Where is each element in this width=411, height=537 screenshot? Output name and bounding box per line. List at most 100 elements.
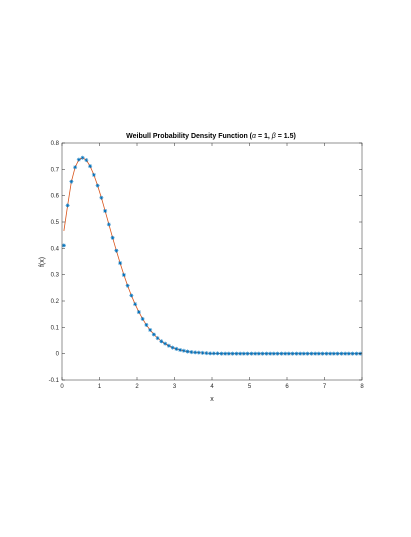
- x-tick-label: 7: [323, 384, 327, 390]
- data-point-marker: [324, 351, 329, 356]
- data-point-marker: [313, 351, 318, 356]
- data-point-marker: [61, 243, 66, 248]
- y-tick-label: -0.1: [49, 378, 60, 384]
- data-point-marker: [114, 248, 119, 253]
- data-point-marker: [226, 351, 231, 356]
- x-tick-label: 4: [210, 384, 214, 390]
- data-point-marker: [185, 349, 190, 354]
- y-tick-label: 0.1: [51, 325, 60, 331]
- data-point-marker: [189, 350, 194, 355]
- data-point-marker: [166, 343, 171, 348]
- y-tick-label: 0.2: [51, 299, 60, 305]
- data-point-marker: [286, 351, 291, 356]
- data-point-marker: [204, 351, 209, 356]
- data-point-marker: [316, 351, 321, 356]
- data-point-marker: [151, 332, 156, 337]
- data-point-marker: [241, 351, 246, 356]
- chart-title-mid: = 1,: [256, 133, 272, 140]
- data-point-marker: [178, 347, 183, 352]
- data-point-marker: [335, 351, 340, 356]
- data-point-marker: [174, 346, 179, 351]
- data-point-marker: [144, 322, 149, 327]
- data-point-marker: [91, 172, 96, 177]
- data-point-marker: [331, 351, 336, 356]
- y-tick-label: 0: [56, 352, 60, 358]
- data-point-marker: [80, 155, 85, 160]
- data-point-marker: [121, 272, 126, 277]
- data-point-marker: [148, 327, 153, 332]
- x-tick-label: 5: [248, 384, 252, 390]
- chart-title-beta: β: [271, 133, 276, 140]
- data-point-marker: [245, 351, 250, 356]
- data-point-marker: [283, 351, 288, 356]
- data-point-marker: [208, 351, 213, 356]
- data-point-marker: [309, 351, 314, 356]
- data-point-marker: [125, 283, 130, 288]
- data-point-marker: [268, 351, 273, 356]
- data-point-marker: [320, 351, 325, 356]
- data-point-marker: [106, 222, 111, 227]
- x-axis-label: x: [210, 396, 214, 403]
- x-tick-label: 3: [173, 384, 177, 390]
- data-point-marker: [159, 339, 164, 344]
- data-point-marker: [69, 179, 74, 184]
- data-point-marker: [95, 183, 100, 188]
- data-point-marker: [118, 261, 123, 266]
- plot-area: 0 1 2 3 4 5 6 7 8-0.100.10.20.30.40.50.60.70.8: [49, 141, 365, 390]
- y-tick-label: 0.5: [51, 220, 60, 226]
- data-point-marker: [298, 351, 303, 356]
- data-point-marker: [65, 203, 70, 208]
- plot-background: [62, 143, 362, 380]
- data-point-marker: [260, 351, 265, 356]
- data-point-marker: [343, 351, 348, 356]
- chart-title: Weibull Probability Density Function (α …: [126, 133, 296, 140]
- chart-title-main: Weibull Probability Density Function (: [126, 133, 253, 140]
- data-point-marker: [294, 351, 299, 356]
- y-tick-label: 0.4: [51, 246, 60, 252]
- data-point-marker: [193, 350, 198, 355]
- data-point-marker: [305, 351, 310, 356]
- chart-title-end: = 1.5): [276, 133, 296, 140]
- x-tick-label: 2: [135, 384, 139, 390]
- x-tick-label: 8: [360, 384, 364, 390]
- data-point-marker: [271, 351, 276, 356]
- data-point-marker: [155, 336, 160, 341]
- data-point-marker: [136, 310, 141, 315]
- data-point-marker: [133, 302, 138, 307]
- data-point-marker: [234, 351, 239, 356]
- data-point-marker: [76, 157, 81, 162]
- data-point-marker: [84, 158, 89, 163]
- data-point-marker: [99, 195, 104, 200]
- data-point-marker: [301, 351, 306, 356]
- data-point-marker: [110, 235, 115, 240]
- data-point-marker: [129, 293, 134, 298]
- data-point-marker: [223, 351, 228, 356]
- data-point-marker: [140, 316, 145, 321]
- chart-title-alpha: α: [252, 133, 257, 140]
- x-tick-label: 6: [285, 384, 289, 390]
- data-point-marker: [211, 351, 216, 356]
- data-point-marker: [88, 164, 93, 169]
- data-point-marker: [275, 351, 280, 356]
- data-point-marker: [328, 351, 333, 356]
- y-tick-label: 0.3: [51, 273, 60, 279]
- y-tick-label: 0.6: [51, 194, 60, 200]
- data-point-marker: [346, 351, 351, 356]
- data-point-marker: [256, 351, 261, 356]
- data-point-marker: [163, 341, 168, 346]
- data-point-marker: [238, 351, 243, 356]
- data-point-marker: [200, 350, 205, 355]
- y-tick-label: 0.7: [51, 167, 60, 173]
- data-point-marker: [354, 351, 359, 356]
- data-point-marker: [73, 165, 78, 170]
- data-point-marker: [279, 351, 284, 356]
- x-tick-label: 0: [60, 384, 64, 390]
- y-tick-label: 0.8: [51, 141, 60, 147]
- data-point-marker: [264, 351, 269, 356]
- data-point-marker: [290, 351, 295, 356]
- data-point-marker: [230, 351, 235, 356]
- data-point-marker: [215, 351, 220, 356]
- data-point-marker: [249, 351, 254, 356]
